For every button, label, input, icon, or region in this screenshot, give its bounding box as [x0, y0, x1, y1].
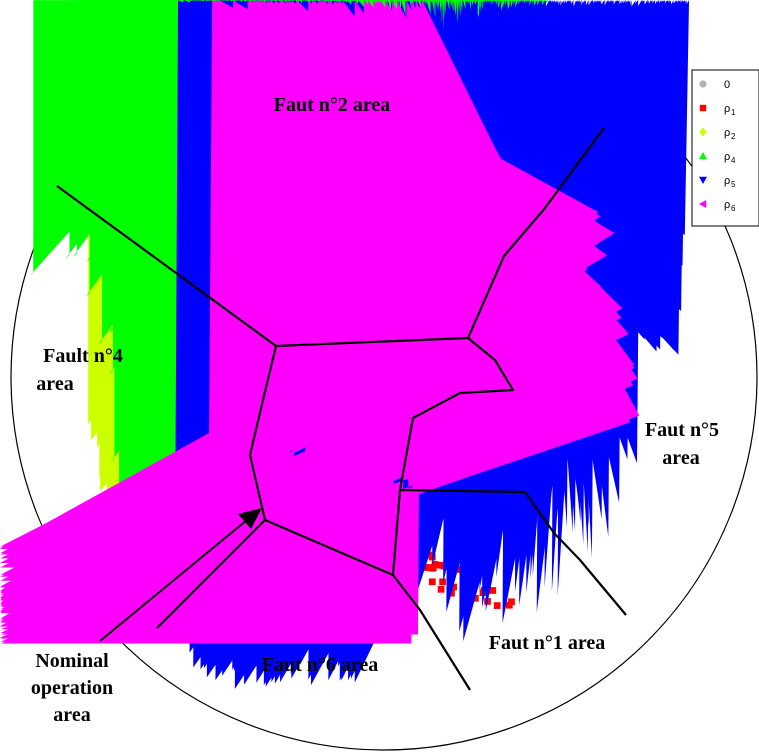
label-fault6: Faut n°6 area [262, 654, 379, 676]
series-rho6 [0, 0, 640, 644]
boundary-fault6-fault4 [156, 519, 266, 629]
label-fault1: Faut n°1 area [489, 632, 606, 654]
legend-marker [699, 152, 707, 160]
label-nominal-line1: Nominal [35, 650, 109, 672]
boundary-fault1-fault6 [392, 574, 471, 691]
data-point [0, 0, 635, 639]
boundary-fault2-fault5 [466, 127, 605, 339]
legend-label: ρ [724, 103, 730, 115]
data-point [439, 578, 446, 586]
label-fault2: Faut n°2 area [274, 94, 391, 116]
label-nominal-line3: area [53, 704, 90, 726]
data-point [450, 583, 457, 591]
boundary-fault2-fault4 [56, 185, 277, 347]
data-points [0, 0, 690, 689]
legend-subscript: 5 [731, 180, 736, 189]
label-fault4-line2: area [36, 373, 73, 395]
legend-marker [699, 104, 707, 112]
label-fault4-line1: Fault n°4 [43, 345, 123, 367]
legend-marker [699, 200, 707, 208]
legend-subscript: 4 [731, 156, 736, 165]
legend-label: ρ [724, 175, 730, 187]
nominal-arrow [99, 508, 262, 642]
boundary-nominal-bottom [264, 518, 394, 577]
label-fault5-line2: area [662, 447, 699, 469]
legend: 0ρ 1ρ 2ρ 4ρ 5ρ 6 [691, 69, 759, 227]
legend-marker [699, 80, 707, 88]
legend-box [691, 69, 759, 227]
label-fault5-line1: Faut n°5 [645, 419, 719, 441]
boundary-fault1-fault5 [399, 488, 627, 616]
label-nominal-line2: operation [31, 677, 113, 699]
data-point [422, 564, 430, 571]
legend-subscript: 6 [731, 204, 736, 213]
data-point [472, 594, 479, 602]
legend-label: ρ [724, 151, 730, 163]
data-point [467, 0, 620, 620]
data-point [0, 0, 609, 614]
legend-label: ρ [724, 127, 730, 139]
data-point [448, 589, 455, 597]
boundary-nominal-top [275, 336, 469, 348]
legend-subscript: 2 [731, 132, 736, 141]
data-point [508, 598, 515, 606]
legend-marker [699, 127, 707, 137]
legend-item: 0 [699, 79, 730, 91]
data-point [429, 564, 437, 571]
data-point [428, 578, 436, 586]
legend-subscript: 1 [731, 108, 736, 117]
boundary-nominal-fault4 [248, 345, 278, 521]
data-point [493, 602, 501, 609]
data-point [505, 601, 513, 609]
data-point [489, 587, 497, 594]
data-point [437, 585, 445, 593]
region-boundaries [56, 127, 627, 691]
data-point [436, 561, 444, 569]
data-point [0, 0, 597, 601]
legend-label: ρ [724, 199, 730, 211]
legend-label: 0 [724, 79, 730, 91]
legend-marker [699, 176, 707, 184]
